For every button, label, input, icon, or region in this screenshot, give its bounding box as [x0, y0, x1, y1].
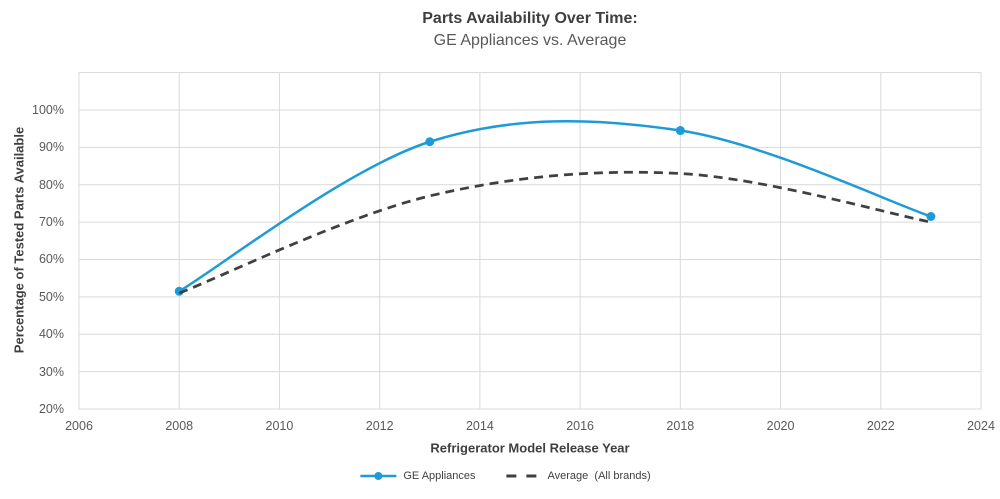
- series-line-average: [178, 170, 932, 295]
- x-axis-title: Refrigerator Model Release Year: [430, 440, 630, 456]
- plot-border: [78, 72, 982, 410]
- x-tick-label: 2016: [566, 419, 595, 433]
- x-tick-label: 2012: [365, 419, 394, 433]
- y-tick-label: 90%: [38, 140, 64, 155]
- dashed-line-icon: [506, 474, 537, 478]
- y-tick-label: 50%: [38, 289, 64, 304]
- y-tick-label: 30%: [38, 364, 64, 379]
- legend-item: GE Appliances: [359, 470, 476, 482]
- data-point-marker: [425, 137, 435, 147]
- chart-title: Parts Availability Over Time:: [422, 10, 638, 27]
- y-tick-label: 20%: [38, 402, 64, 416]
- x-tick-label: 2020: [766, 419, 795, 433]
- legend-label: Average (All brands): [547, 470, 651, 482]
- legend-item: Average (All brands): [504, 470, 651, 482]
- series-line-ge: [178, 120, 932, 293]
- y-tick-label: 100%: [32, 102, 64, 117]
- legend-label: GE Appliances: [403, 470, 476, 482]
- solid-line-marker-icon: [360, 472, 397, 480]
- data-point-marker: [926, 212, 936, 222]
- y-tick-label: 60%: [38, 252, 64, 267]
- chart-subtitle: GE Appliances vs. Average: [433, 32, 627, 49]
- legend: GE Appliances Average (All brands): [359, 470, 651, 482]
- y-tick-label: 80%: [38, 177, 64, 192]
- y-tick-label: 70%: [38, 215, 64, 230]
- x-tick-label: 2008: [165, 419, 194, 433]
- x-tick-label: 2006: [65, 419, 93, 433]
- x-tick-label: 2022: [866, 419, 895, 433]
- x-tick-label: 2010: [265, 419, 294, 433]
- x-tick-label: 2024: [967, 419, 995, 433]
- y-tick-label: 40%: [38, 327, 64, 342]
- data-point-marker: [675, 126, 685, 136]
- x-tick-label: 2018: [666, 419, 695, 433]
- x-tick-label: 2014: [465, 419, 494, 433]
